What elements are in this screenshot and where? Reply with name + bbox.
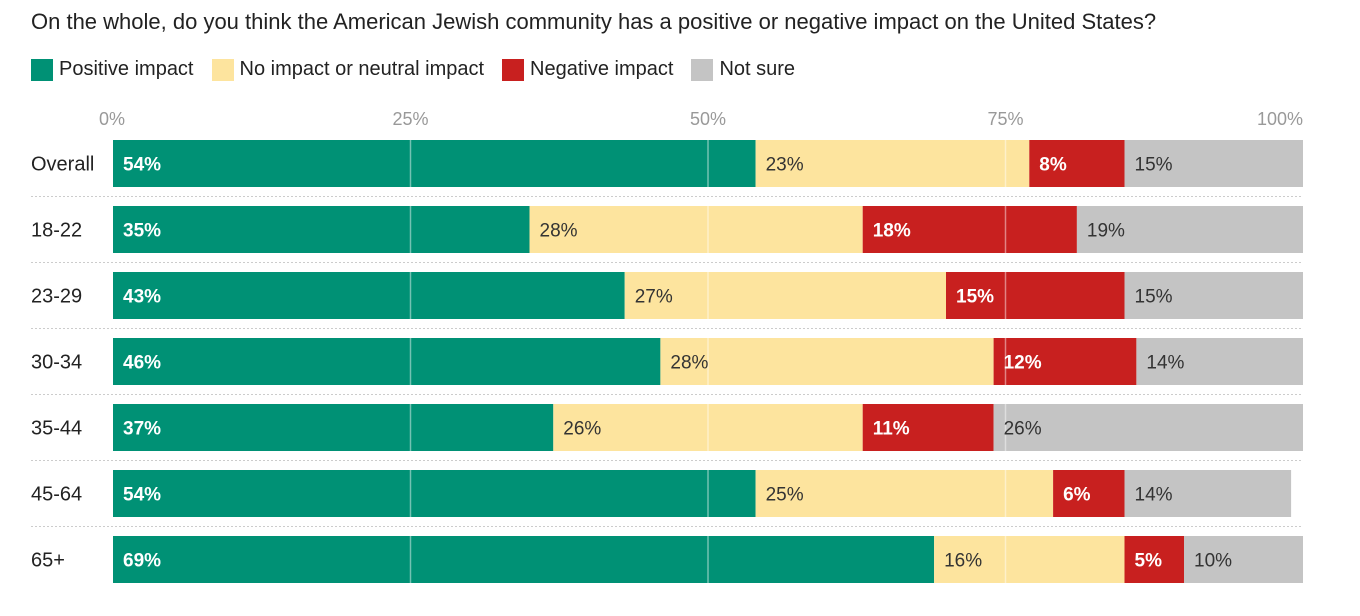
category-label: Overall xyxy=(31,154,94,176)
category-label: 30-34 xyxy=(31,352,82,374)
bar-segment xyxy=(624,272,946,319)
data-label: 18% xyxy=(873,221,911,242)
data-label: 8% xyxy=(1039,155,1067,176)
data-label: 26% xyxy=(1004,419,1042,440)
legend-item: Negative impact xyxy=(502,58,673,81)
bar-segment xyxy=(113,206,530,253)
legend-swatch xyxy=(31,58,53,81)
x-tick-label: 25% xyxy=(392,109,428,129)
data-label: 15% xyxy=(956,287,994,308)
data-label: 28% xyxy=(670,353,708,374)
data-label: 26% xyxy=(563,419,601,440)
legend-label: Positive impact xyxy=(59,58,194,80)
data-label: 37% xyxy=(123,419,161,440)
category-label: 35-44 xyxy=(31,418,82,440)
data-label: 14% xyxy=(1146,353,1184,374)
bar-segment xyxy=(660,338,994,385)
data-label: 6% xyxy=(1063,485,1091,506)
category-label: 65+ xyxy=(31,550,65,572)
bar-segment xyxy=(993,338,1137,385)
data-label: 16% xyxy=(944,551,982,572)
data-label: 46% xyxy=(123,353,161,374)
legend-swatch xyxy=(502,58,525,81)
data-label: 15% xyxy=(1135,287,1173,308)
legend-swatch xyxy=(211,58,234,81)
legend-label: Not sure xyxy=(719,58,796,80)
data-label: 43% xyxy=(123,287,161,308)
bar-segment xyxy=(1124,470,1292,517)
bar-segment xyxy=(1184,536,1303,583)
bar-segment xyxy=(553,404,863,451)
data-label: 14% xyxy=(1135,485,1173,506)
data-label: 69% xyxy=(123,551,161,572)
data-label: 25% xyxy=(766,485,804,506)
legend-label: Negative impact xyxy=(530,58,674,80)
bar-segment xyxy=(862,206,1077,253)
bar-segment xyxy=(1124,140,1303,187)
data-label: 28% xyxy=(540,221,578,242)
bar-segment xyxy=(934,536,1125,583)
data-label: 5% xyxy=(1135,551,1163,572)
bar-segment xyxy=(1136,338,1303,385)
data-label: 15% xyxy=(1135,155,1173,176)
bar-segment xyxy=(113,536,935,583)
bar-segment xyxy=(113,272,625,319)
data-label: 19% xyxy=(1087,221,1125,242)
data-label: 27% xyxy=(635,287,673,308)
bar-segment xyxy=(113,140,756,187)
data-label: 54% xyxy=(123,485,161,506)
bar-segment xyxy=(1124,536,1184,583)
x-tick-label: 50% xyxy=(690,109,726,129)
category-label: 45-64 xyxy=(31,484,82,506)
chart-title: On the whole, do you think the American … xyxy=(31,9,1157,34)
bar-segment xyxy=(113,338,661,385)
bar-segment xyxy=(755,140,1030,187)
legend-item: No impact or neutral impact xyxy=(211,58,485,81)
bar-segment xyxy=(113,404,554,451)
bar-segment xyxy=(755,470,1054,517)
bar-segment xyxy=(946,272,1125,319)
bar-segment xyxy=(529,206,863,253)
category-label: 18-22 xyxy=(31,220,82,242)
legend-item: Positive impact xyxy=(31,58,194,81)
bar-segment xyxy=(993,404,1303,451)
category-label: 23-29 xyxy=(31,286,82,308)
bar-segment xyxy=(862,404,994,451)
data-label: 35% xyxy=(123,221,161,242)
data-label: 54% xyxy=(123,155,161,176)
data-label: 10% xyxy=(1194,551,1232,572)
legend-item: Not sure xyxy=(691,58,795,81)
bar-segment xyxy=(1076,206,1303,253)
legend-swatch xyxy=(691,58,714,81)
data-label: 12% xyxy=(1004,353,1042,374)
x-tick-label: 75% xyxy=(987,109,1023,129)
data-label: 11% xyxy=(873,419,910,440)
bar-segment xyxy=(1053,470,1125,517)
bar-segment xyxy=(1029,140,1125,187)
legend-label: No impact or neutral impact xyxy=(239,58,485,80)
x-tick-label: 100% xyxy=(1257,109,1303,129)
bar-segment xyxy=(1124,272,1303,319)
bar-segment xyxy=(113,470,756,517)
x-tick-label: 0% xyxy=(99,109,125,129)
legend: Positive impact No impact or neutral impa… xyxy=(31,58,813,81)
data-label: 23% xyxy=(766,155,804,176)
